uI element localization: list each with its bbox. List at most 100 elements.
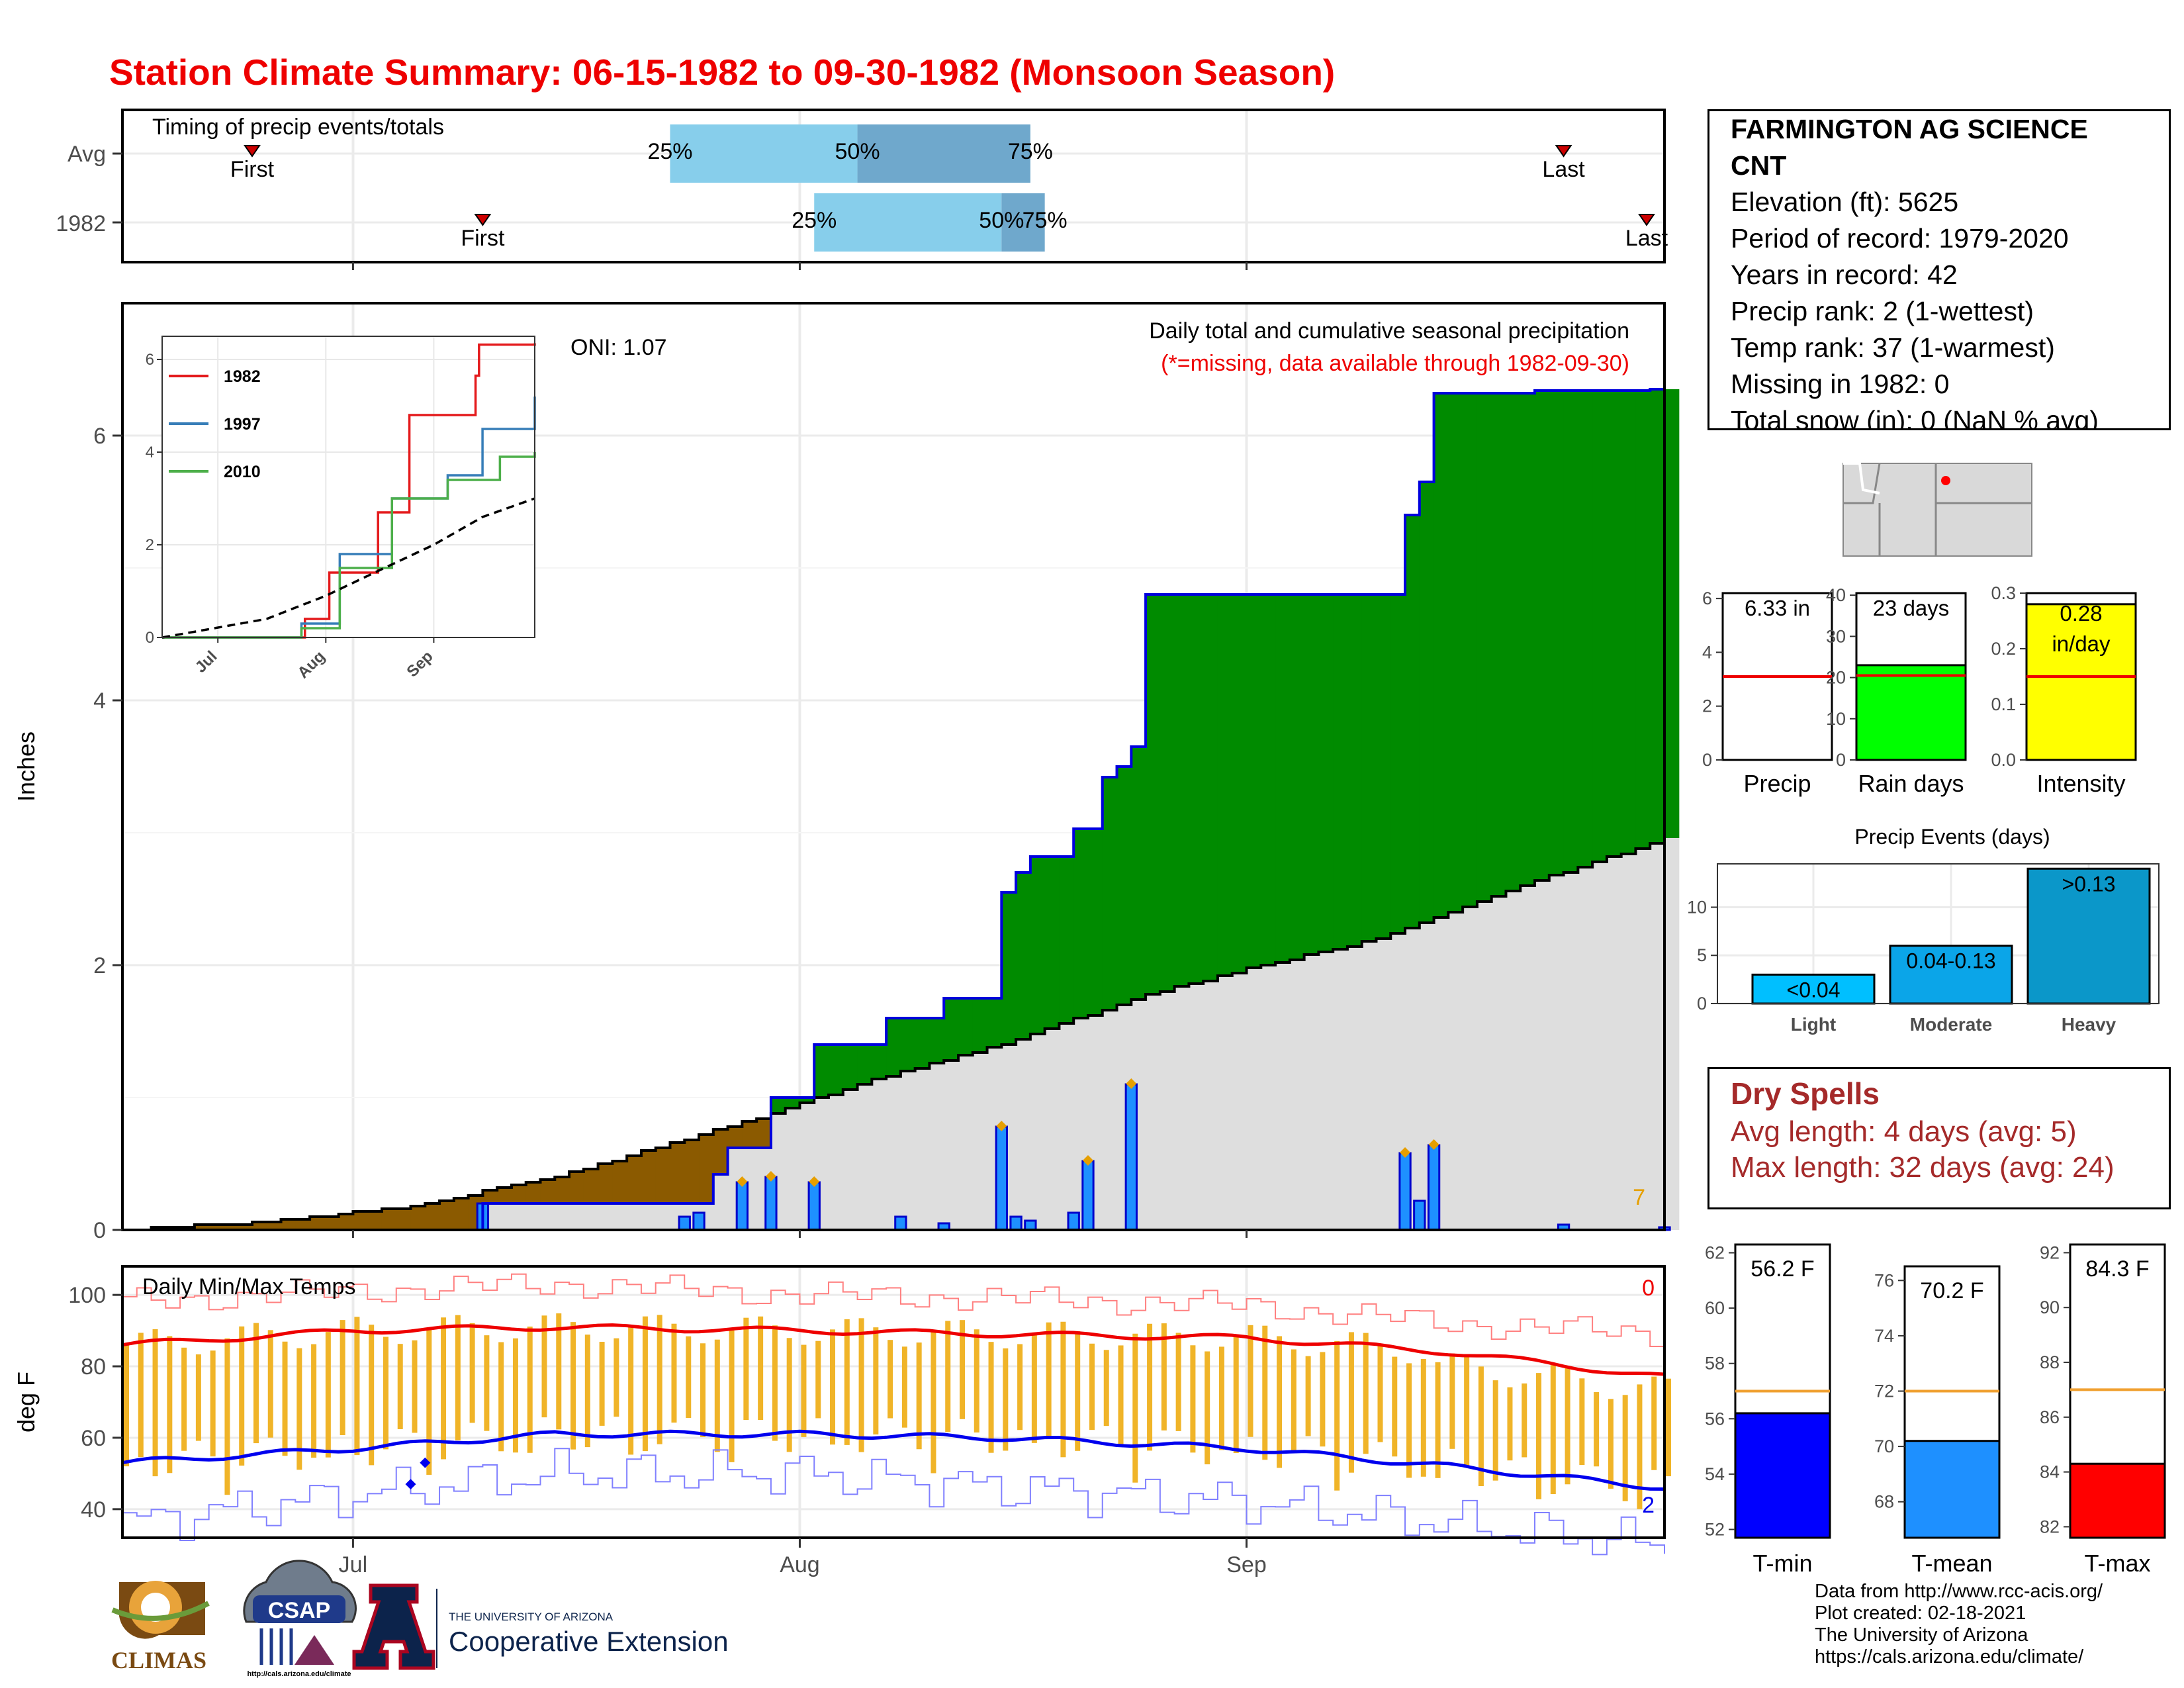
daily-temp-bar xyxy=(1507,1387,1513,1461)
daily-temp-bar xyxy=(1594,1392,1600,1467)
daily-temp-bar xyxy=(498,1342,504,1452)
avg-area xyxy=(655,1203,671,1230)
daily-temp-bar xyxy=(570,1322,576,1450)
surplus-area xyxy=(958,998,974,1055)
deficit-area xyxy=(555,1177,570,1203)
dry-spells-avg: Avg length: 4 days (avg: 5) xyxy=(1731,1115,2077,1148)
temp-bar-tick-label: 82 xyxy=(2040,1517,2060,1536)
avg-area xyxy=(1549,875,1565,1230)
daily-temp-bar xyxy=(858,1318,864,1452)
avg-area xyxy=(1592,862,1608,1230)
temp-bar-value: 56.2 F xyxy=(1751,1256,1814,1282)
avg-area xyxy=(1275,962,1291,1230)
daily-temp-bar xyxy=(383,1336,388,1450)
summary-bar-tick-label: 2 xyxy=(1702,696,1712,716)
daily-temp-bar xyxy=(455,1315,461,1440)
events-y-tick-label: 0 xyxy=(1697,994,1707,1013)
daily-precip-bar xyxy=(1081,1160,1095,1231)
summary-bar-label: Precip xyxy=(1743,770,1811,797)
date-axis: Jul Aug Sep xyxy=(339,262,1267,1577)
page-title: Station Climate Summary: 06-15-1982 to 0… xyxy=(109,52,1335,93)
daily-precip-marker xyxy=(1082,1155,1093,1166)
daily-temp-bar xyxy=(772,1325,778,1441)
avg-area xyxy=(1318,952,1334,1230)
dry-spells-title: Dry Spells xyxy=(1731,1076,1880,1111)
events-category-label: Light xyxy=(1791,1014,1836,1035)
inset-legend-label: 2010 xyxy=(224,463,261,481)
surplus-area xyxy=(1405,515,1420,928)
avg-area xyxy=(1044,1029,1060,1230)
daily-temp-bar xyxy=(1161,1323,1167,1430)
daily-precip-marker xyxy=(765,1171,776,1182)
daily-precip-bar xyxy=(995,1125,1008,1231)
record-low-marker xyxy=(405,1479,416,1490)
station-period: Period of record: 1979-2020 xyxy=(1731,223,2069,254)
avg-area xyxy=(1448,912,1463,1230)
surplus-area xyxy=(1376,594,1391,939)
surplus-area xyxy=(1217,594,1233,976)
avg-area xyxy=(583,1203,599,1230)
timing-first-label: First xyxy=(461,226,505,251)
summary-bar-tick-label: 0.2 xyxy=(1991,639,2016,659)
daily-temp-bar xyxy=(1334,1340,1340,1491)
temperature-bars: 52 54 56 58 60 62 56.2 F T-min 68 70 72 74 76 70.2 F T… xyxy=(1705,1243,2166,1577)
surplus-area xyxy=(770,1098,786,1113)
avg-area xyxy=(915,1068,931,1230)
deficit-area xyxy=(295,1219,310,1230)
station-name-line2: CNT xyxy=(1731,150,1787,181)
daily-precip-marker xyxy=(809,1176,820,1187)
temp-y-tick-label: 40 xyxy=(81,1497,106,1523)
daily-temp-bar xyxy=(138,1333,144,1458)
daily-temp-bar xyxy=(1277,1336,1283,1468)
daily-temp-bar xyxy=(743,1317,749,1421)
avg-area xyxy=(511,1203,527,1230)
summary-bar-tick-label: 30 xyxy=(1826,626,1846,646)
surplus-area xyxy=(1347,594,1363,947)
observed-cumulative-line xyxy=(122,388,1664,1231)
summary-bar-tick-label: 20 xyxy=(1826,668,1846,688)
corner-count: 7 xyxy=(1633,1185,1645,1210)
summary-bar-value: 6.33 in xyxy=(1745,596,1810,620)
deficit-area xyxy=(655,1148,671,1203)
avg-area xyxy=(1535,880,1550,1230)
avg-area xyxy=(1189,984,1204,1230)
deficit-area xyxy=(439,1201,455,1230)
inset-x-tick-label: Sep xyxy=(403,647,436,680)
daily-temp-bar xyxy=(325,1332,331,1458)
timing-p25-label: 25% xyxy=(792,208,837,233)
surplus-area xyxy=(1174,594,1190,986)
dry-spells-box: Dry Spells Avg length: 4 days (avg: 5) M… xyxy=(1707,1067,2171,1209)
daily-temp-bar xyxy=(210,1350,216,1457)
daily-temp-bar xyxy=(181,1347,187,1451)
surplus-area xyxy=(915,1018,931,1068)
inset-series-1982 xyxy=(162,343,536,639)
events-frame xyxy=(1717,863,2160,1004)
surplus-area xyxy=(1463,393,1478,907)
surplus-area xyxy=(829,1045,844,1095)
timing-p25-label: 25% xyxy=(647,139,692,164)
daily-precip-bar xyxy=(678,1215,691,1231)
daily-temp-bar xyxy=(1233,1335,1239,1454)
surplus-area xyxy=(1001,892,1017,1045)
summary-bar-tick-label: 4 xyxy=(1702,642,1712,662)
date-tick-label: Jul xyxy=(339,1552,367,1577)
surplus-area xyxy=(1203,594,1218,981)
events-category-label: Moderate xyxy=(1910,1014,1992,1035)
daily-temp-bar xyxy=(844,1319,850,1445)
temp-bar-tick-label: 86 xyxy=(2040,1407,2060,1427)
temp-bar-tick-label: 60 xyxy=(1705,1298,1725,1318)
avg-area xyxy=(1333,949,1348,1230)
avg-area xyxy=(900,1071,916,1230)
daily-temp-bar xyxy=(167,1336,173,1474)
ua-small-text: THE UNIVERSITY OF ARIZONA xyxy=(449,1611,614,1623)
avg-area xyxy=(1506,891,1521,1230)
deficit-area xyxy=(569,1172,584,1203)
surplus-area xyxy=(1160,594,1175,992)
timing-first-marker xyxy=(474,214,492,226)
daily-temp-bar xyxy=(901,1346,907,1428)
inset-y-tick-label: 0 xyxy=(146,629,154,647)
surplus-area xyxy=(799,1098,815,1103)
precip-events-chart: Precip Events (days) 0 5 10 <0.04 Light 0.04-0… xyxy=(1687,825,2160,1035)
summary-bar-value: 23 days xyxy=(1873,596,1950,620)
daily-precip-bar xyxy=(1067,1211,1080,1231)
